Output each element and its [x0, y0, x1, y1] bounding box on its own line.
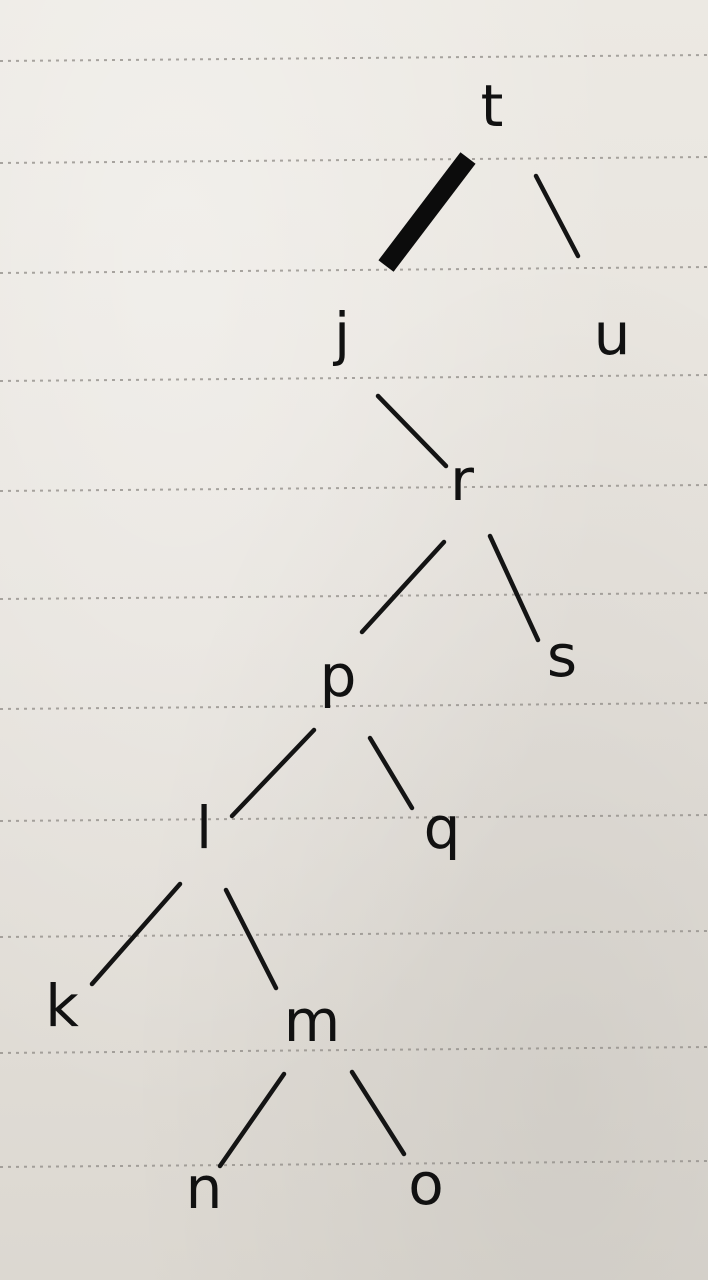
node-r: r [450, 446, 474, 514]
tree-nodes: t j u r p s l q k m n o [45, 72, 630, 1222]
edge-r-s [487, 533, 541, 643]
node-j: j [332, 300, 350, 368]
edge-l-m [223, 887, 279, 991]
node-t: t [481, 72, 504, 140]
ruled-lines [0, 54, 708, 1168]
tree-edges [89, 152, 581, 1169]
node-m: m [284, 987, 341, 1055]
ruled-line [0, 930, 708, 938]
ruled-line [0, 592, 708, 600]
edge-t-u [533, 173, 581, 259]
ruled-line [0, 374, 708, 382]
edge-r-p [359, 539, 447, 635]
node-u: u [594, 300, 631, 368]
edge-t-j [378, 152, 476, 272]
ruled-line [0, 54, 708, 62]
edge-m-n [217, 1071, 287, 1169]
node-q: q [424, 794, 461, 862]
ruled-line [0, 1160, 708, 1168]
edge-p-l [229, 727, 317, 819]
node-p: p [320, 642, 357, 710]
edge-l-k [89, 881, 183, 987]
ruled-line [0, 266, 708, 274]
edge-p-q [367, 735, 415, 811]
ruled-line [0, 814, 708, 822]
node-l: l [196, 794, 212, 862]
node-n: n [186, 1154, 223, 1222]
ruled-line [0, 484, 708, 492]
edge-m-o [349, 1069, 407, 1157]
node-o: o [408, 1150, 444, 1218]
node-k: k [45, 972, 79, 1040]
node-s: s [547, 622, 577, 690]
ruled-line [0, 702, 708, 710]
ruled-line [0, 156, 708, 164]
ruled-line [0, 1046, 708, 1054]
edge-j-r [375, 393, 449, 469]
